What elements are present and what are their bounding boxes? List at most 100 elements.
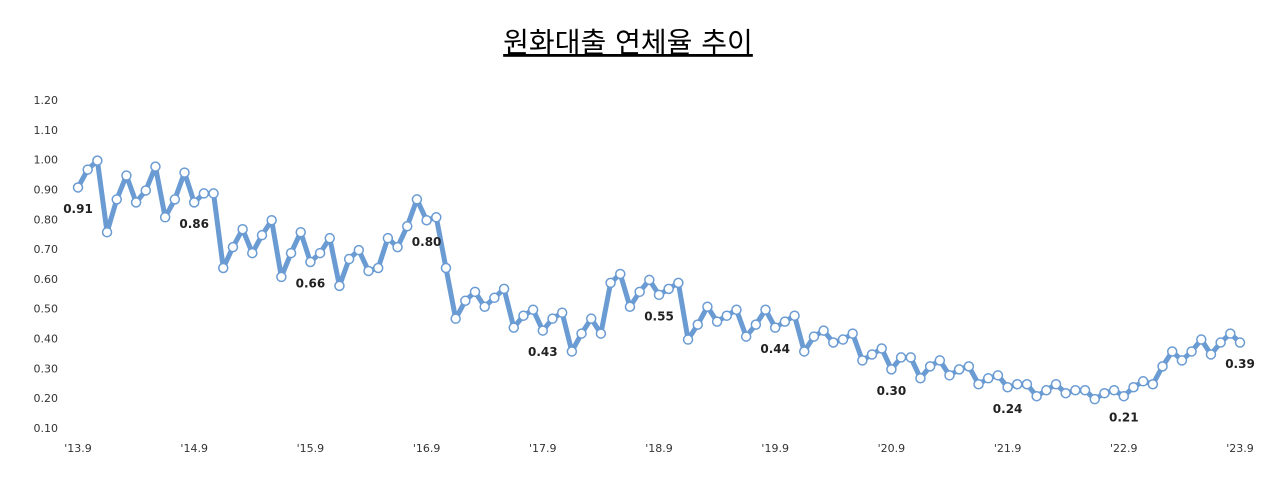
- data-point: [1002, 382, 1013, 393]
- data-point: [121, 170, 132, 181]
- data-point: [411, 194, 423, 205]
- data-point: [421, 215, 432, 226]
- data-point: [973, 379, 984, 390]
- data-point: [1031, 390, 1042, 402]
- data-point: [750, 319, 762, 330]
- data-point: [992, 370, 1004, 381]
- y-tick-label: 0.80: [34, 213, 59, 226]
- data-point: [847, 328, 858, 339]
- x-tick-label: '13.9: [64, 442, 92, 455]
- data-point: [1128, 382, 1139, 393]
- data-point: [305, 256, 316, 268]
- x-tick-label: '21.9: [994, 442, 1022, 455]
- data-point: [789, 310, 800, 321]
- data-point: [440, 262, 452, 274]
- data-label: 0.21: [1109, 411, 1139, 425]
- data-point: [857, 355, 868, 366]
- data-label: 0.66: [296, 277, 326, 291]
- data-point: [343, 253, 355, 265]
- data-point: [479, 301, 490, 312]
- data-point: [1108, 384, 1120, 396]
- y-tick-label: 0.10: [34, 422, 59, 435]
- data-label: 0.24: [993, 402, 1023, 416]
- data-point: [363, 265, 374, 277]
- data-point: [508, 322, 519, 333]
- data-point: [682, 334, 694, 345]
- data-point: [382, 232, 394, 244]
- data-point: [469, 286, 481, 298]
- y-tick-label: 1.00: [34, 154, 59, 167]
- data-label: 0.43: [528, 345, 558, 359]
- data-point: [392, 241, 403, 253]
- data-point: [1050, 379, 1062, 390]
- data-point: [760, 304, 771, 315]
- data-point: [460, 295, 471, 307]
- data-point: [653, 289, 665, 301]
- data-point: [431, 212, 442, 223]
- data-point: [1234, 337, 1246, 348]
- series-line: [75, 158, 1242, 402]
- data-point: [866, 349, 878, 360]
- data-point: [1041, 384, 1052, 396]
- y-tick-label: 0.90: [34, 183, 59, 196]
- data-point: [673, 277, 684, 289]
- data-point: [498, 283, 510, 295]
- data-point: [644, 274, 655, 286]
- data-point: [837, 334, 849, 345]
- data-point: [489, 292, 500, 304]
- data-point: [218, 262, 229, 274]
- data-point: [721, 310, 733, 321]
- data-point: [740, 331, 752, 342]
- data-point: [266, 215, 277, 226]
- data-point: [1157, 361, 1168, 372]
- data-point: [353, 244, 365, 256]
- data-label: 0.39: [1225, 357, 1255, 371]
- data-point: [799, 346, 810, 357]
- y-tick-label: 1.20: [34, 94, 59, 107]
- data-point: [111, 194, 122, 205]
- data-point: [556, 307, 568, 318]
- y-tick-label: 0.50: [34, 303, 59, 316]
- x-tick-label: '22.9: [1110, 442, 1138, 455]
- data-point: [1137, 376, 1149, 387]
- y-tick-label: 0.60: [34, 273, 59, 286]
- data-point: [585, 313, 597, 324]
- data-point: [576, 328, 587, 339]
- data-point: [314, 247, 326, 259]
- data-point: [915, 373, 926, 384]
- data-point: [1215, 337, 1226, 348]
- data-point: [924, 361, 936, 372]
- data-point: [1205, 349, 1217, 360]
- data-label: 0.30: [877, 384, 907, 398]
- x-tick-label: '16.9: [413, 442, 441, 455]
- y-tick-label: 1.10: [34, 124, 59, 137]
- chart-title: 원화대출 연체율 추이: [503, 26, 753, 59]
- data-point: [769, 322, 781, 333]
- data-point: [634, 286, 645, 298]
- x-tick-label: '15.9: [297, 442, 325, 455]
- data-point: [1147, 379, 1159, 390]
- y-tick-label: 0.40: [34, 333, 59, 346]
- data-point: [150, 161, 161, 172]
- y-tick-label: 0.70: [34, 243, 59, 256]
- data-point: [295, 226, 306, 238]
- data-point: [595, 328, 607, 339]
- data-point: [905, 352, 917, 363]
- data-point: [1176, 355, 1188, 366]
- data-point: [285, 247, 297, 259]
- data-point: [1012, 379, 1023, 390]
- data-point: [256, 229, 268, 241]
- data-label: 0.80: [412, 235, 442, 249]
- data-point: [334, 280, 345, 292]
- data-point: [566, 346, 578, 357]
- data-point: [886, 364, 897, 375]
- data-point: [895, 352, 907, 363]
- data-point: [450, 313, 461, 324]
- data-point: [401, 220, 413, 232]
- data-point: [615, 268, 626, 280]
- data-point: [731, 304, 742, 315]
- data-point: [1099, 387, 1110, 399]
- data-label: 0.91: [63, 202, 93, 216]
- data-point: [1089, 393, 1100, 405]
